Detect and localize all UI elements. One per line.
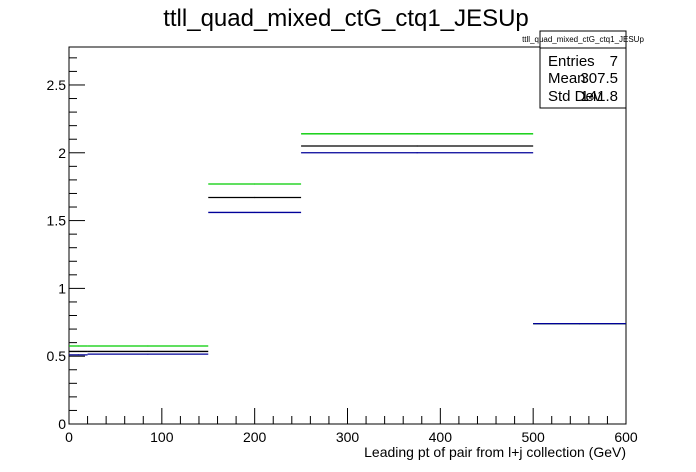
y-tick-label: 1.5 [47,213,67,229]
x-tick-label: 0 [65,429,73,445]
stats-stddev-value: 141.8 [580,88,618,105]
x-tick-label: 100 [150,429,174,445]
series-0 [69,133,626,347]
series-1-point-0 [77,350,79,353]
series-1-point-3 [416,145,418,147]
series-2-point-4 [578,323,581,325]
x-tick-label: 600 [614,429,638,445]
y-tick-label: 2.5 [47,77,67,93]
y-tick-label: 0.5 [47,348,67,364]
stats-stddev-label: Std Dev [548,88,602,105]
stats-mean-value: 307.5 [580,70,618,87]
series-2-point-1 [147,353,149,355]
series-0-point-2 [254,183,256,185]
series-2-point-0 [77,354,79,356]
y-tick-label: 0 [58,416,66,432]
x-tick-label: 500 [521,429,545,445]
stats-box-frame [539,30,627,109]
chart-title: ttll_quad_mixed_ctG_ctq1_JESUp [163,5,529,32]
series-1-point-2 [254,196,256,199]
series-1-point-1 [147,350,149,353]
stats-entries-value: 7 [610,53,618,70]
series-2-point-3 [416,152,418,154]
stats-mean-label: Mean [548,70,586,87]
series-2 [69,152,626,356]
y-tick-label: 2 [58,145,66,161]
x-tick-label: 300 [336,429,360,445]
x-axis-ticks: 0 100 200 300 400 500 600 [65,408,638,445]
series-layer [69,133,626,356]
y-tick-label: 1 [58,280,66,296]
stats-entries-label: Entries [548,53,595,70]
y-axis-ticks: 0 0.5 1 1.5 2 2.5 [47,57,85,432]
stats-box: ttll_quad_mixed_ctG_ctq1_JESUp Entries 7… [522,30,644,109]
series-1 [69,145,626,353]
series-0-point-1 [147,345,149,347]
series-0-point-3 [416,133,418,135]
x-axis-label: Leading pt of pair from l+j collection (… [364,444,626,460]
stats-box-title: ttll_quad_mixed_ctG_ctq1_JESUp [522,35,644,44]
series-2-point-2 [254,211,256,214]
x-tick-label: 400 [429,429,453,445]
x-tick-label: 200 [243,429,267,445]
series-0-point-0 [77,345,79,347]
